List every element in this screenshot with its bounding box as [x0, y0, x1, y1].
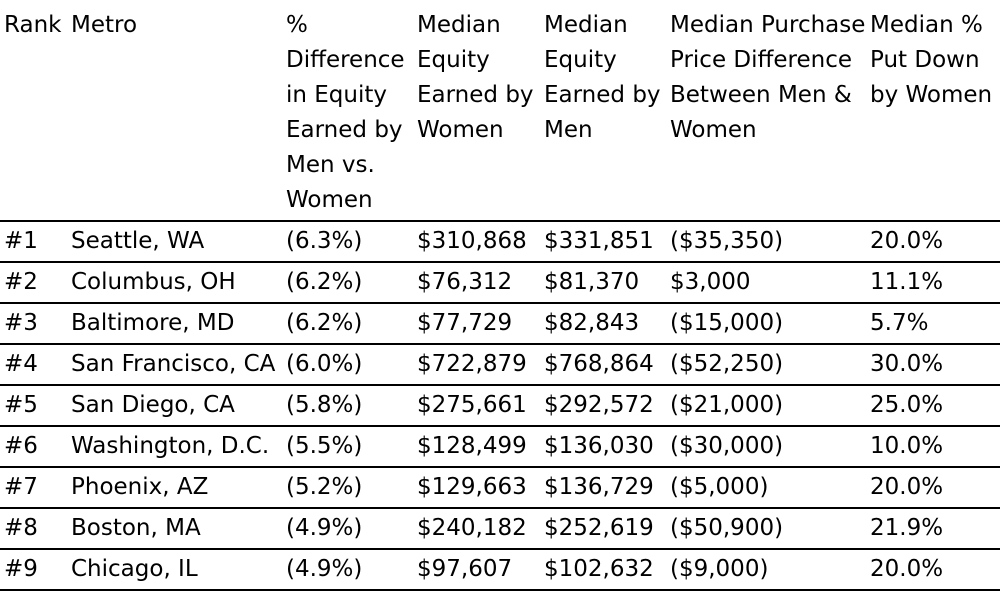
table-row: #5 San Diego, CA (5.8%) $275,661 $292,57…: [0, 385, 1000, 427]
cell-equity-women: $128,499: [413, 426, 540, 468]
cell-equity-difference: (4.9%): [282, 508, 413, 550]
table-row: #2 Columbus, OH (6.2%) $76,312 $81,370 $…: [0, 262, 1000, 304]
header-put-down-women: Median % Put Down by Women: [866, 0, 1000, 222]
header-equity-men: Median Equity Earned by Men: [540, 0, 666, 222]
cell-price-difference: ($15,000): [666, 303, 866, 345]
cell-price-difference: ($50,900): [666, 508, 866, 550]
cell-equity-men: $102,632: [540, 549, 666, 591]
header-row: Rank Metro % Difference in Equity Earned…: [0, 0, 1000, 222]
cell-equity-women: $76,312: [413, 262, 540, 304]
table-row: #9 Chicago, IL (4.9%) $97,607 $102,632 (…: [0, 549, 1000, 591]
cell-metro: Columbus, OH: [67, 262, 282, 304]
cell-metro: Seattle, WA: [67, 221, 282, 263]
cell-equity-difference: (4.9%): [282, 549, 413, 591]
cell-metro: Chicago, IL: [67, 549, 282, 591]
cell-equity-men: $768,864: [540, 344, 666, 386]
cell-equity-women: $275,661: [413, 385, 540, 427]
cell-price-difference: ($52,250): [666, 344, 866, 386]
table-row: #3 Baltimore, MD (6.2%) $77,729 $82,843 …: [0, 303, 1000, 345]
header-equity-women: Median Equity Earned by Women: [413, 0, 540, 222]
cell-equity-men: $292,572: [540, 385, 666, 427]
cell-put-down-women: 25.0%: [866, 385, 1000, 427]
cell-equity-women: $310,868: [413, 221, 540, 263]
cell-equity-difference: (5.5%): [282, 426, 413, 468]
cell-rank: #2: [0, 262, 67, 304]
cell-equity-men: $252,619: [540, 508, 666, 550]
cell-price-difference: ($21,000): [666, 385, 866, 427]
cell-equity-men: $136,030: [540, 426, 666, 468]
cell-put-down-women: 5.7%: [866, 303, 1000, 345]
cell-equity-men: $136,729: [540, 467, 666, 509]
table-row: #7 Phoenix, AZ (5.2%) $129,663 $136,729 …: [0, 467, 1000, 509]
cell-price-difference: ($35,350): [666, 221, 866, 263]
table-row: #4 San Francisco, CA (6.0%) $722,879 $76…: [0, 344, 1000, 386]
cell-put-down-women: 30.0%: [866, 344, 1000, 386]
cell-put-down-women: 21.9%: [866, 508, 1000, 550]
cell-put-down-women: 20.0%: [866, 221, 1000, 263]
cell-metro: San Francisco, CA: [67, 344, 282, 386]
cell-price-difference: $3,000: [666, 262, 866, 304]
cell-price-difference: ($5,000): [666, 467, 866, 509]
cell-metro: San Diego, CA: [67, 385, 282, 427]
cell-equity-difference: (6.0%): [282, 344, 413, 386]
cell-put-down-women: 11.1%: [866, 262, 1000, 304]
cell-equity-men: $82,843: [540, 303, 666, 345]
header-metro: Metro: [67, 0, 282, 222]
cell-rank: #1: [0, 221, 67, 263]
cell-put-down-women: 20.0%: [866, 467, 1000, 509]
cell-rank: #6: [0, 426, 67, 468]
cell-equity-women: $240,182: [413, 508, 540, 550]
cell-equity-difference: (5.2%): [282, 467, 413, 509]
table-header: Rank Metro % Difference in Equity Earned…: [0, 0, 1000, 222]
table-row: #1 Seattle, WA (6.3%) $310,868 $331,851 …: [0, 221, 1000, 263]
cell-metro: Phoenix, AZ: [67, 467, 282, 509]
cell-price-difference: ($9,000): [666, 549, 866, 591]
table-row: #6 Washington, D.C. (5.5%) $128,499 $136…: [0, 426, 1000, 468]
cell-equity-women: $129,663: [413, 467, 540, 509]
table-row: #8 Boston, MA (4.9%) $240,182 $252,619 (…: [0, 508, 1000, 550]
cell-rank: #3: [0, 303, 67, 345]
cell-equity-difference: (6.2%): [282, 303, 413, 345]
cell-equity-women: $97,607: [413, 549, 540, 591]
header-rank: Rank: [0, 0, 67, 222]
cell-equity-men: $331,851: [540, 221, 666, 263]
cell-put-down-women: 20.0%: [866, 549, 1000, 591]
cell-metro: Washington, D.C.: [67, 426, 282, 468]
cell-put-down-women: 10.0%: [866, 426, 1000, 468]
cell-price-difference: ($30,000): [666, 426, 866, 468]
cell-rank: #9: [0, 549, 67, 591]
cell-equity-difference: (6.3%): [282, 221, 413, 263]
cell-equity-difference: (6.2%): [282, 262, 413, 304]
header-equity-difference: % Difference in Equity Earned by Men vs.…: [282, 0, 413, 222]
cell-metro: Baltimore, MD: [67, 303, 282, 345]
cell-rank: #7: [0, 467, 67, 509]
table-body: #1 Seattle, WA (6.3%) $310,868 $331,851 …: [0, 221, 1000, 591]
cell-equity-women: $77,729: [413, 303, 540, 345]
cell-equity-men: $81,370: [540, 262, 666, 304]
cell-equity-difference: (5.8%): [282, 385, 413, 427]
header-price-difference: Median Purchase Price Difference Between…: [666, 0, 866, 222]
cell-equity-women: $722,879: [413, 344, 540, 386]
cell-rank: #5: [0, 385, 67, 427]
cell-rank: #8: [0, 508, 67, 550]
cell-rank: #4: [0, 344, 67, 386]
cell-metro: Boston, MA: [67, 508, 282, 550]
